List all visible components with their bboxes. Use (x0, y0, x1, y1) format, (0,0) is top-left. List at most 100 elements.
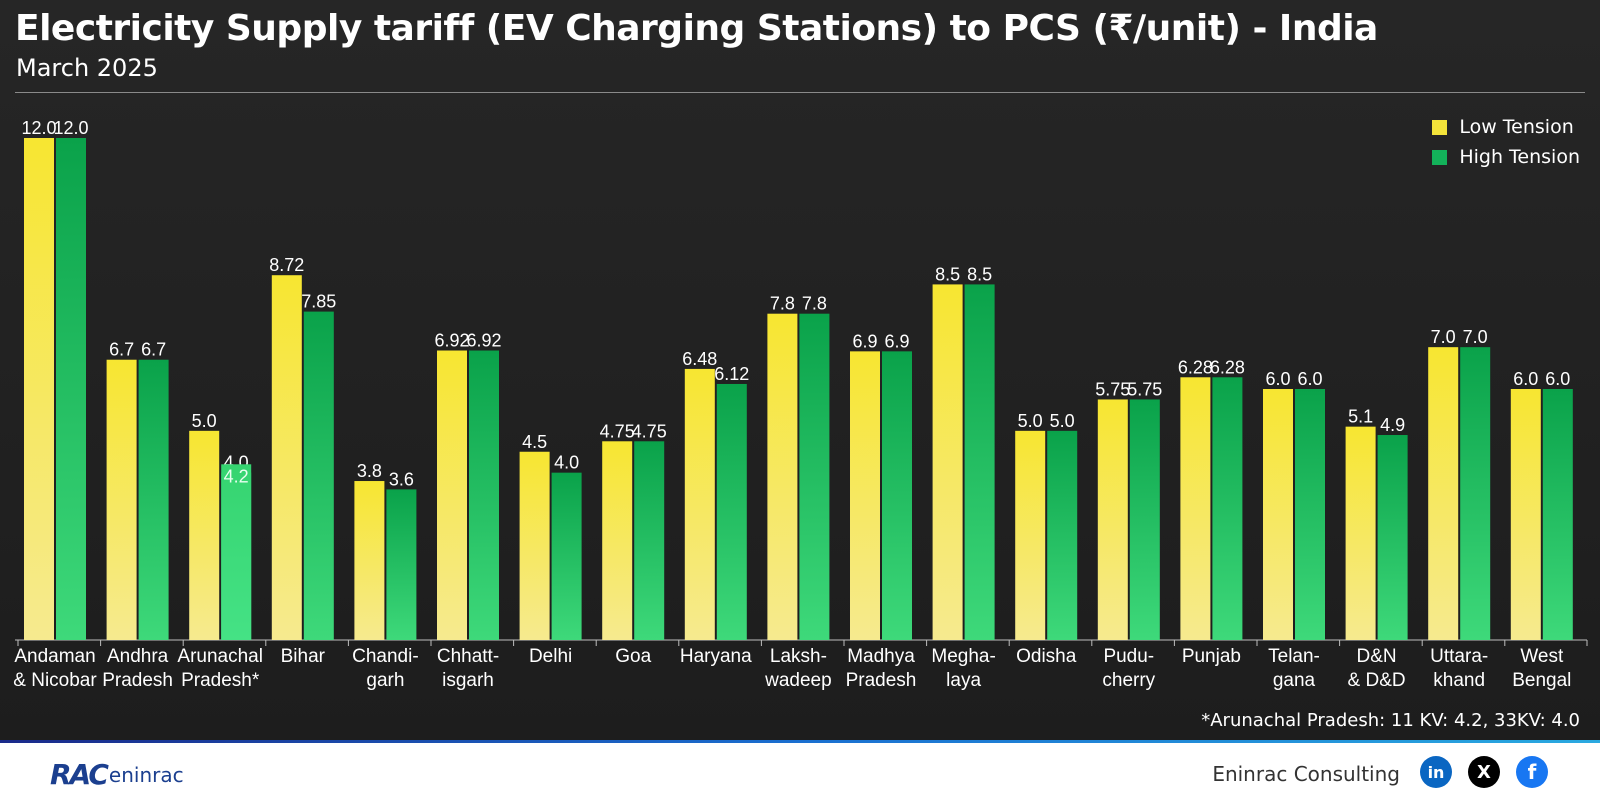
bar-high-tension-16 (1377, 435, 1408, 640)
data-label-low-tension-2: 5.0 (192, 411, 217, 431)
data-label-low-tension-4: 3.8 (357, 461, 382, 481)
data-label-low-tension-12: 5.0 (1018, 411, 1043, 431)
x-icon[interactable]: X (1468, 756, 1500, 788)
category-label-9: Laksh-wadeep (764, 646, 832, 691)
category-label-6: Delhi (529, 646, 572, 667)
bar-low-tension-2 (189, 430, 220, 640)
bar-low-tension-15 (1263, 389, 1293, 640)
data-label-low-tension-17: 7.0 (1431, 327, 1456, 347)
bar-group: 12.012.0 Andaman & Nicobar 6.7 6.7 Andhra Prad… (13, 118, 1588, 691)
category-label-0: Andaman & Nicobar (13, 646, 97, 691)
footer-accent-bar (0, 740, 1600, 743)
category-label-15: Telan-gana (1268, 646, 1320, 691)
data-label-high-tension-12: 5.0 (1050, 411, 1075, 431)
data-label-high-tension-0: 12.0 (53, 118, 88, 138)
category-label-14: Punjab (1182, 646, 1241, 667)
bar-chart: 12.012.0 Andaman & Nicobar 6.7 6.7 Andhra Prad… (13, 118, 1588, 691)
category-label-18: West Bengal (1512, 646, 1571, 691)
data-label-low-tension-7: 4.75 (600, 421, 635, 441)
data-label-high-tension-1: 6.7 (141, 340, 166, 360)
bar-high-tension-12 (1047, 430, 1078, 640)
data-label-high-tension-16: 4.9 (1380, 415, 1405, 435)
bar-high-tension-6 (551, 472, 582, 640)
data-label-low-tension-15: 6.0 (1265, 369, 1290, 389)
data-label-low-tension-14: 6.28 (1178, 357, 1213, 377)
data-label-high-tension-7: 4.75 (632, 421, 667, 441)
bar-high-tension-13 (1129, 399, 1160, 640)
data-label-low-tension-13: 5.75 (1095, 379, 1130, 399)
data-label-low-tension-5: 6.92 (434, 331, 469, 351)
bar-low-tension-5 (437, 350, 467, 640)
data-label-high-tension-13: 5.75 (1127, 379, 1162, 399)
data-label-high-tension-17: 7.0 (1463, 327, 1488, 347)
bar-high-tension-7 (634, 441, 665, 640)
chart-subtitle: March 2025 (16, 54, 158, 82)
brand-name: Eninrac Consulting (1212, 762, 1400, 786)
data-label-low-tension-1: 6.7 (109, 340, 134, 360)
bar-low-tension-16 (1345, 426, 1376, 640)
facebook-icon[interactable]: f (1516, 756, 1548, 788)
data-label-high-tension-10: 6.9 (884, 331, 909, 351)
bar-low-tension-8 (684, 368, 715, 640)
bar-high-tension-1 (138, 359, 169, 640)
chart-title: Electricity Supply tariff (EV Charging S… (15, 8, 1378, 49)
bar-low-tension-6 (519, 451, 550, 640)
bar-high-tension-3 (303, 311, 334, 640)
data-label-high-tension-14: 6.28 (1210, 357, 1245, 377)
category-label-12: Odisha (1016, 646, 1077, 667)
bar-high-tension-4 (386, 489, 417, 640)
legend-item-high-tension: High Tension (1432, 142, 1580, 172)
data-label-low-tension-9: 7.8 (770, 294, 795, 314)
category-label-13: Pudu-cherry (1102, 646, 1155, 691)
category-label-7: Goa (615, 646, 651, 667)
category-label-16: D&N & D&D (1348, 646, 1406, 691)
category-label-10: Madhya Pradesh (846, 646, 917, 691)
data-label-high-tension-4: 3.6 (389, 469, 414, 489)
bar-high-tension-0 (56, 138, 86, 640)
category-label-11: Megha-laya (931, 646, 995, 691)
category-label-1: Andhra Pradesh (102, 646, 173, 691)
bar-low-tension-9 (767, 313, 798, 640)
data-label-high-tension-8: 6.12 (714, 364, 749, 384)
data-label-high-tension-15: 6.0 (1297, 369, 1322, 389)
data-label-high-tension-6: 4.0 (554, 453, 579, 473)
legend-label-high-tension: High Tension (1459, 146, 1580, 168)
data-label-low-tension-0: 12.0 (21, 118, 56, 138)
bar-low-tension-3 (271, 275, 302, 640)
data-label-high-tension-18: 6.0 (1545, 369, 1570, 389)
bar-low-tension-1 (106, 359, 137, 640)
bar-low-tension-11 (932, 284, 963, 640)
bar-low-tension-13 (1097, 399, 1128, 640)
bar-low-tension-10 (850, 351, 880, 640)
category-label-3: Bihar (281, 646, 326, 667)
bar-low-tension-18 (1510, 389, 1541, 640)
data-label-11kv: 4.2 (224, 466, 249, 486)
bar-high-tension-14 (1212, 377, 1243, 640)
bar-high-tension-15 (1295, 389, 1325, 640)
legend-swatch-low-tension (1432, 119, 1448, 135)
legend-item-low-tension: Low Tension (1432, 112, 1580, 142)
bar-high-tension-9 (799, 313, 830, 640)
title-divider (15, 92, 1585, 93)
footnote: *Arunachal Pradesh: 11 KV: 4.2, 33KV: 4.… (1201, 710, 1580, 731)
bar-low-tension-14 (1180, 377, 1211, 640)
bar-high-tension-10 (882, 351, 912, 640)
bar-low-tension-4 (354, 481, 385, 640)
legend-swatch-high-tension (1432, 149, 1448, 165)
data-label-high-tension-5: 6.92 (466, 331, 501, 351)
data-label-low-tension-11: 8.5 (935, 264, 960, 284)
bar-high-tension-5 (469, 350, 499, 640)
category-label-4: Chandi-garh (352, 646, 419, 691)
category-label-8: Haryana (680, 646, 752, 667)
data-label-high-tension-11: 8.5 (967, 264, 992, 284)
category-label-17: Uttara-khand (1430, 646, 1488, 691)
footer (0, 743, 1600, 800)
bar-low-tension-17 (1428, 347, 1459, 640)
linkedin-icon[interactable]: in (1420, 756, 1452, 788)
data-label-low-tension-3: 8.72 (269, 255, 304, 275)
data-label-low-tension-8: 6.48 (682, 349, 717, 369)
category-label-2: Arunachal Pradesh* (177, 646, 263, 691)
bar-high-tension-11 (964, 284, 995, 640)
data-label-high-tension-3: 7.85 (301, 292, 336, 312)
category-label-5: Chhatt-isgarh (437, 646, 499, 691)
